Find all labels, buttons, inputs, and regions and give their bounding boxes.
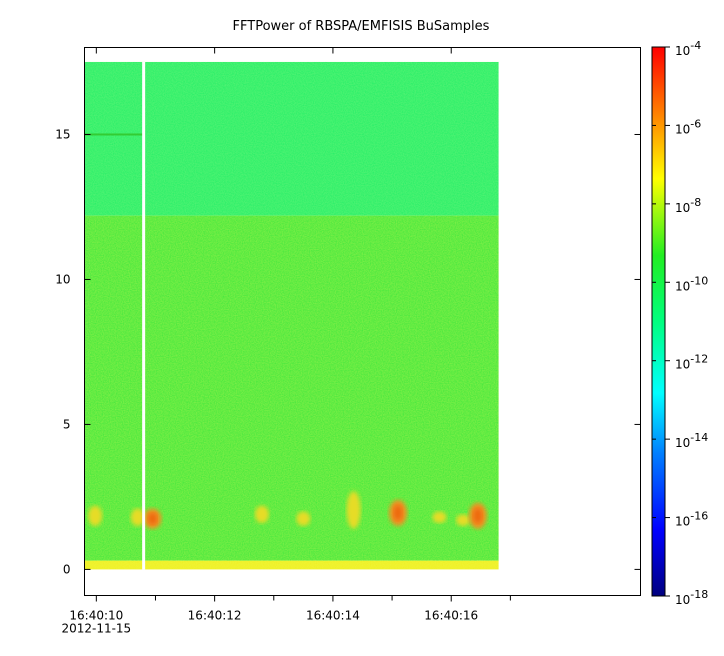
plot-area: 0 5 10 15 16:40:10 16:40:12 16:40:14 16:40:16 2… (55, 47, 641, 636)
spectrogram-noise (84, 61, 499, 216)
y-tick-label: 5 (63, 417, 71, 431)
burst (296, 511, 311, 526)
plot-frame (84, 47, 641, 596)
colorbar-tick-label: 10-4 (675, 39, 701, 58)
y-axis: 0 5 10 15 (55, 127, 641, 576)
y-tick-label: 10 (55, 272, 70, 286)
burst (346, 491, 361, 529)
line-feature (84, 133, 144, 136)
colorbar-tick-label: 10-8 (675, 196, 701, 215)
spectrogram-image (84, 61, 499, 570)
burst (130, 508, 145, 526)
y-tick-label: 0 (63, 562, 71, 576)
x-tick-label: 16:40:14 (306, 609, 360, 623)
colorbar-tick-label: 10-12 (675, 353, 708, 372)
burst-core (473, 508, 483, 524)
x-tick-label: 16:40:12 (188, 609, 242, 623)
colorbar-gradient (651, 46, 666, 597)
y-tick-label: 15 (55, 127, 70, 141)
colorbar-tick-label: 10-18 (675, 588, 708, 607)
burst-core (148, 512, 158, 525)
colorbar: 10-18 10-16 10-14 10-12 10-10 10-8 10-6 10-4 (651, 39, 708, 607)
burst (88, 505, 103, 526)
burst (254, 505, 269, 524)
x-tick-label: 16:40:10 (69, 609, 123, 623)
burst (432, 511, 447, 524)
colorbar-ticks: 10-18 10-16 10-14 10-12 10-10 10-8 10-6 10-4 (652, 39, 708, 607)
data-gap (142, 61, 146, 570)
colorbar-tick-label: 10-14 (675, 431, 708, 450)
x-tick-label: 16:40:16 (424, 609, 478, 623)
colorbar-tick-label: 10-16 (675, 510, 708, 529)
spectrogram-noise (84, 560, 499, 570)
burst-core (393, 505, 403, 521)
chart-title: FFTPower of RBSPA/EMFISIS BuSamples (233, 19, 490, 34)
spectrogram-noise (84, 215, 499, 561)
colorbar-tick-label: 10-10 (675, 274, 708, 293)
colorbar-tick-label: 10-6 (675, 117, 701, 136)
burst (456, 514, 471, 526)
x-date-label: 2012-11-15 (61, 622, 131, 636)
x-axis: 16:40:10 16:40:12 16:40:14 16:40:16 2012-11-… (61, 47, 511, 636)
